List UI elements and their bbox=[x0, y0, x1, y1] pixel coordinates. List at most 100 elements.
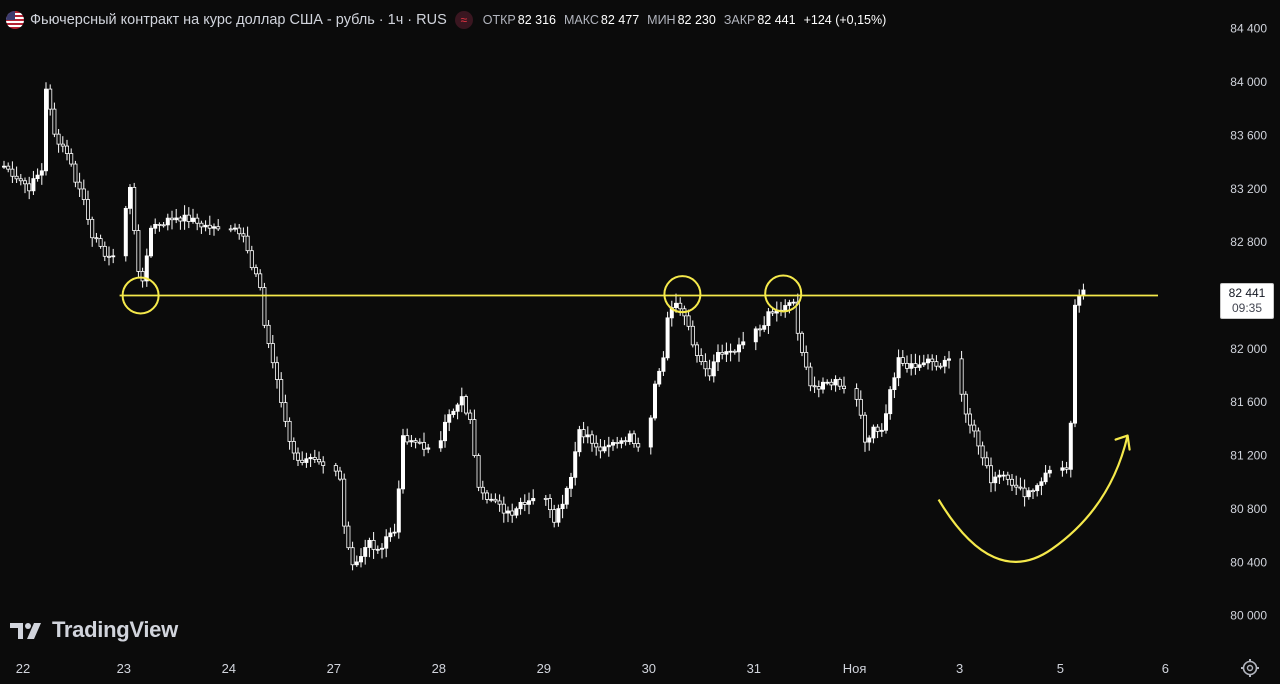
symbol-title[interactable]: Фьючерсный контракт на курс доллар США -… bbox=[30, 12, 447, 28]
candle-body bbox=[1001, 474, 1006, 477]
candle-body bbox=[400, 435, 405, 490]
annotations-group bbox=[119, 274, 1158, 564]
candle-body bbox=[976, 430, 981, 447]
candle bbox=[371, 531, 376, 559]
time-axis: 22 23 24 27 28 29 30 31 Ноя 3 5 6 bbox=[16, 661, 1169, 676]
x-tick-label: 29 bbox=[537, 661, 551, 676]
candle-body bbox=[476, 455, 481, 488]
candle-body bbox=[216, 226, 221, 230]
candle bbox=[653, 380, 658, 421]
candle bbox=[262, 282, 267, 329]
candle-body bbox=[283, 402, 288, 422]
candle bbox=[741, 331, 746, 349]
candle-body bbox=[174, 217, 179, 221]
candle bbox=[699, 348, 704, 366]
candle-body bbox=[892, 377, 897, 391]
candle bbox=[190, 208, 195, 224]
y-tick-label: 82 000 bbox=[1230, 342, 1267, 356]
candle bbox=[758, 324, 763, 337]
candle-body bbox=[190, 217, 195, 222]
candle-body bbox=[388, 532, 393, 538]
candle-body bbox=[52, 108, 57, 135]
y-tick-label: 82 800 bbox=[1230, 235, 1267, 249]
candle bbox=[169, 210, 174, 230]
candle-body bbox=[514, 508, 519, 516]
candle bbox=[295, 447, 300, 466]
candle-body bbox=[270, 343, 275, 364]
x-tick-label: 27 bbox=[327, 661, 341, 676]
y-tick-label: 84 400 bbox=[1230, 22, 1267, 36]
tradingview-logo[interactable]: TradingView bbox=[10, 617, 178, 643]
candle bbox=[1014, 475, 1019, 495]
candle-body bbox=[127, 186, 132, 209]
candle-body bbox=[161, 224, 166, 227]
candle bbox=[199, 220, 204, 234]
candle bbox=[762, 316, 767, 333]
candle-body bbox=[287, 420, 292, 442]
candle-body bbox=[728, 350, 733, 353]
candle-body bbox=[291, 441, 296, 454]
candle bbox=[211, 223, 216, 236]
candle bbox=[900, 350, 905, 367]
candle bbox=[342, 473, 347, 534]
high-value: 82 477 bbox=[600, 13, 640, 27]
candle bbox=[421, 432, 426, 457]
candle-body bbox=[44, 88, 49, 172]
candle bbox=[447, 409, 452, 432]
touch-circle bbox=[663, 275, 702, 314]
candle-body bbox=[653, 383, 658, 419]
gear-icon[interactable] bbox=[1240, 658, 1260, 678]
candle-body bbox=[308, 457, 313, 460]
candle-body bbox=[636, 443, 641, 448]
candle-body bbox=[879, 429, 884, 432]
candle-body bbox=[888, 389, 893, 415]
candle bbox=[560, 494, 565, 519]
candle-body bbox=[245, 235, 250, 252]
wave-icon[interactable]: ≈ bbox=[454, 11, 473, 29]
candle-body bbox=[854, 388, 859, 400]
candle-body bbox=[203, 224, 208, 228]
candle-body bbox=[732, 350, 737, 353]
candle bbox=[65, 139, 70, 161]
candle bbox=[959, 350, 964, 402]
candle bbox=[497, 494, 502, 512]
x-tick-label: 22 bbox=[16, 661, 30, 676]
candle bbox=[795, 293, 800, 341]
candle-body bbox=[1064, 467, 1069, 470]
candle bbox=[556, 504, 561, 527]
candle bbox=[821, 377, 826, 394]
candle-body bbox=[585, 434, 590, 438]
candle-body bbox=[804, 352, 809, 368]
candle bbox=[165, 213, 170, 231]
candle bbox=[972, 419, 977, 438]
candle bbox=[875, 424, 880, 439]
candles-group bbox=[2, 82, 1086, 571]
candle-body bbox=[942, 359, 947, 367]
candle-body bbox=[447, 414, 452, 423]
candle bbox=[816, 380, 821, 398]
candle bbox=[312, 449, 317, 463]
candle-body bbox=[598, 446, 603, 452]
candle bbox=[241, 227, 246, 243]
candle bbox=[2, 160, 7, 169]
candle-body bbox=[295, 452, 300, 461]
candle-body bbox=[703, 361, 708, 370]
candle bbox=[409, 435, 414, 447]
candle bbox=[384, 529, 389, 558]
candle-body bbox=[522, 501, 527, 505]
candle-body bbox=[442, 421, 447, 442]
candle bbox=[1077, 289, 1082, 313]
arrow-head bbox=[1114, 434, 1131, 451]
candle-body bbox=[39, 170, 44, 176]
candle bbox=[686, 309, 691, 331]
candle bbox=[1022, 479, 1027, 507]
candle bbox=[716, 344, 721, 372]
candle bbox=[207, 215, 212, 236]
candle-body bbox=[60, 143, 65, 147]
candle-body bbox=[518, 501, 523, 510]
candle-body bbox=[972, 424, 977, 432]
candle bbox=[1005, 471, 1010, 486]
candle-body bbox=[94, 237, 99, 240]
candle-body bbox=[497, 500, 502, 505]
